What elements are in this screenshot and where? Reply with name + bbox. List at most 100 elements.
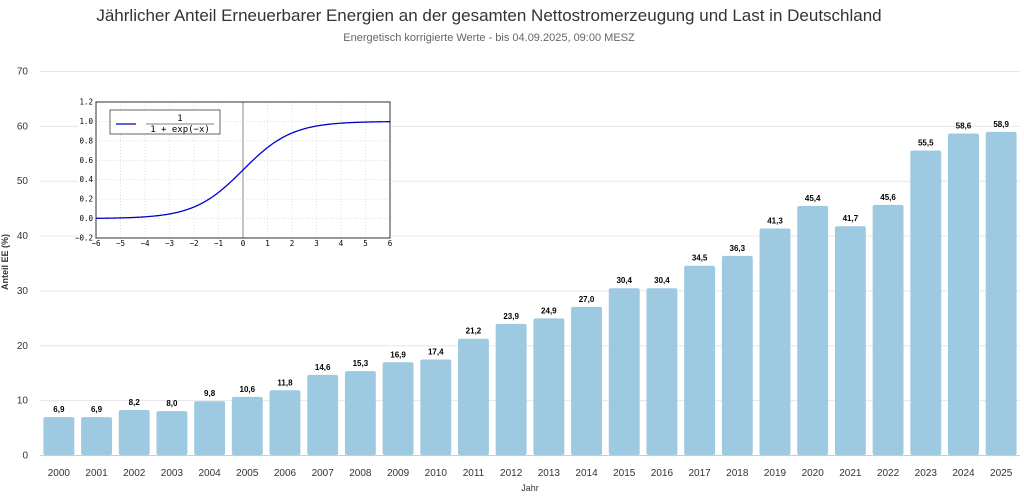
data-label: 16,9 [390,350,406,359]
y-tick-label: 10 [17,396,29,407]
bar[interactable] [608,288,640,455]
x-tick-label: 2019 [764,468,787,479]
x-tick-label: 2008 [349,468,372,479]
y-axis-title: Anteil EE (%) [0,234,10,290]
bar[interactable] [721,255,753,455]
bar[interactable] [910,150,942,456]
x-tick-label: 2004 [198,468,221,479]
bar[interactable] [194,401,226,455]
bar[interactable] [420,359,452,455]
data-label: 58,6 [956,122,972,131]
inset-legend: 1 1 + exp(−x) [109,109,221,135]
bar[interactable] [872,204,904,455]
inset-y-tick-label: 0.4 [79,175,93,184]
x-tick-label: 2016 [651,468,674,479]
bar[interactable] [533,318,565,455]
bar[interactable] [269,390,301,455]
bar[interactable] [81,417,112,455]
data-label: 17,4 [428,348,444,357]
y-tick-label: 40 [17,231,29,242]
data-label: 41,7 [843,214,859,223]
bar[interactable] [307,374,339,455]
data-label: 8,0 [166,399,178,408]
x-tick-label: 2003 [161,468,184,479]
data-label: 6,9 [53,405,65,414]
x-tick-label: 2013 [538,468,561,479]
x-tick-label: 2017 [688,468,711,479]
inset-x-tick-label: 4 [339,239,344,248]
inset-sigmoid-curve [95,121,391,219]
bar[interactable] [382,362,414,455]
y-tick-label: 30 [17,286,29,297]
data-label: 8,2 [129,398,141,407]
bar[interactable] [684,265,716,455]
bar[interactable] [458,338,489,455]
data-label: 58,9 [993,120,1009,129]
bar[interactable] [797,205,829,455]
data-label: 55,5 [918,139,934,148]
data-label: 45,4 [805,194,821,203]
bar[interactable] [118,410,150,455]
x-tick-label: 2022 [877,468,900,479]
inset-y-tick-label: 0.0 [79,214,93,223]
inset-legend-denominator: 1 + exp(−x) [150,125,210,135]
chart-subtitle: Energetisch korrigierte Werte - bis 04.0… [343,32,635,44]
x-tick-label: 2002 [123,468,146,479]
inset-ticks: −6 −5 −4 −3 −2 −1 0 1 2 3 4 5 6 −0.2 0.0 0.2 0.4 0.6 0.8 1.… [75,98,393,249]
bar[interactable] [646,288,678,455]
inset-x-tick-label: −1 [214,239,223,248]
inset-y-tick-label: 0.6 [79,156,93,165]
bar[interactable] [344,371,376,455]
inset-x-tick-label: −3 [165,239,174,248]
x-axis-title: Jahr [521,483,539,493]
x-tick-label: 2010 [425,468,448,479]
inset-y-tick-label: 1.0 [79,117,93,126]
bar[interactable] [759,228,791,455]
bar[interactable] [156,411,188,455]
bar[interactable] [43,417,75,455]
inset-y-tick-label: 0.8 [79,136,93,145]
inset-x-tick-label: 5 [363,239,368,248]
bar[interactable] [948,133,979,455]
data-label: 11,8 [277,378,293,387]
inset-plot: −6 −5 −4 −3 −2 −1 0 1 2 3 4 5 6 −0.2 0.0 0.2 0.4 0.6 0.8 1.… [75,92,393,252]
x-tick-label: 2011 [463,468,485,479]
inset-x-tick-label: 2 [290,239,295,248]
bar[interactable] [985,131,1017,456]
inset-y-tick-label: 1.2 [79,98,93,107]
inset-x-tick-label: 3 [314,239,319,248]
data-labels: 6,9 6,9 8,2 8,0 9,8 10,6 11,8 14,6 15,3 16,9 17,4 2… [53,120,1009,414]
inset-x-tick-label: 6 [388,239,393,248]
x-tick-label: 2001 [85,468,108,479]
y-tick-label: 20 [17,341,29,352]
inset-frame [95,101,391,239]
x-tick-label: 2012 [500,468,523,479]
bar[interactable] [495,323,527,455]
x-tick-label: 2014 [575,468,598,479]
x-tick-label: 2005 [236,468,259,479]
data-label: 10,6 [240,385,256,394]
data-label: 41,3 [767,216,783,225]
x-tick-label: 2015 [613,468,636,479]
x-tick-label: 2009 [387,468,410,479]
x-tick-label: 2018 [726,468,749,479]
data-label: 36,3 [730,244,746,253]
x-tick-label: 2007 [312,468,335,479]
data-label: 15,3 [353,359,369,368]
bar[interactable] [571,306,602,455]
data-label: 6,9 [91,405,103,414]
x-tick-label: 2000 [48,468,71,479]
y-tick-label: 0 [22,451,28,462]
bar[interactable] [834,226,866,455]
data-label: 9,8 [204,389,216,398]
inset-x-tick-label: −5 [116,239,125,248]
x-tick-label: 2025 [990,468,1013,479]
bar[interactable] [231,396,263,455]
data-label: 30,4 [654,276,670,285]
y-tick-label: 70 [17,67,29,78]
data-label: 45,6 [880,193,896,202]
chart-title: Jährlicher Anteil Erneuerbarer Energien … [96,6,881,25]
y-axis-ticks: 0 10 20 30 40 50 60 70 [17,67,29,462]
inset-x-tick-label: −4 [140,239,150,248]
